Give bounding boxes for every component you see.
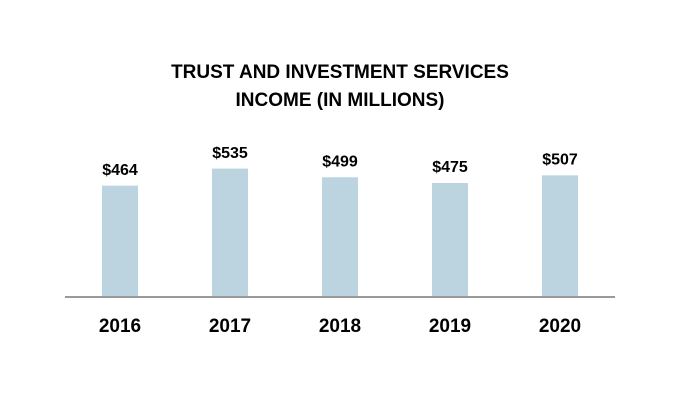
value-label: $499 [322, 153, 358, 170]
bar [102, 185, 138, 297]
bar [212, 168, 248, 297]
value-label: $535 [212, 145, 248, 162]
bar [322, 177, 358, 297]
x-tick-label: 2018 [319, 316, 361, 337]
x-tick-label: 2017 [209, 316, 251, 337]
bar [542, 175, 578, 297]
chart-title: INCOME (IN MILLIONS) [236, 90, 445, 111]
x-tick-label: 2019 [429, 316, 471, 337]
chart-title: TRUST AND INVESTMENT SERVICES [171, 62, 509, 83]
value-label: $507 [542, 152, 578, 169]
value-label: $464 [102, 162, 138, 179]
value-label: $475 [432, 159, 468, 176]
x-tick-label: 2016 [99, 316, 141, 337]
bar [432, 183, 468, 297]
x-tick-label: 2020 [539, 316, 581, 337]
